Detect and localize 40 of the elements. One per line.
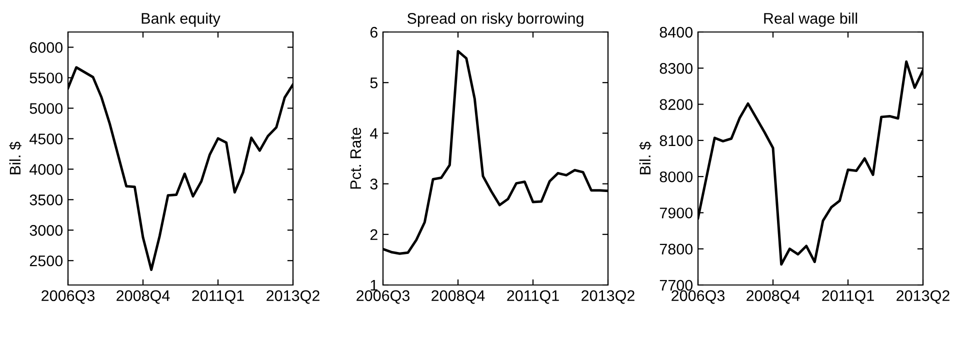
y-tick-label: 8400 — [660, 26, 693, 38]
y-tick-label: 4 — [370, 128, 378, 139]
y-tick-label: 8100 — [660, 135, 693, 146]
y-tick-label: 8300 — [660, 63, 693, 74]
y-tick-label: 6000 — [30, 42, 63, 53]
x-tick-label: 2013Q2 — [582, 290, 634, 304]
x-tick-label: 2011Q1 — [507, 290, 559, 304]
x-tick-label: 2006Q3 — [356, 290, 410, 304]
y-tick-label: 5500 — [30, 72, 63, 84]
y-tick-label: 5000 — [30, 103, 63, 114]
y-tick-label: 4000 — [30, 164, 63, 175]
x-tick-label: 2008Q4 — [432, 290, 485, 304]
y-tick-label: 3 — [370, 178, 378, 190]
y-tick-label: 7900 — [660, 208, 693, 218]
chart-title: Real wage bill — [764, 12, 858, 27]
y-tick-label: 8200 — [660, 99, 693, 110]
x-tick-label: 2013Q2 — [266, 290, 320, 304]
y-tick-label: 4500 — [30, 134, 63, 144]
y-tick-label: 2500 — [30, 255, 63, 266]
y-tick-label: 5 — [370, 78, 378, 88]
y-axis-title: Bil. $ — [639, 142, 652, 174]
y-tick-label: 8000 — [660, 171, 693, 182]
x-tick-label: 2006Q3 — [672, 290, 725, 304]
y-tick-label: 1 — [370, 280, 378, 291]
y-axis-title: Bil. $ — [9, 142, 22, 174]
x-tick-label: 2011Q1 — [822, 290, 874, 304]
x-tick-label: 2008Q4 — [746, 290, 800, 304]
y-tick-label: 6 — [370, 26, 378, 38]
y-tick-label: 2 — [370, 229, 378, 240]
x-tick-label: 2006Q3 — [42, 290, 95, 304]
y-tick-label: 7800 — [660, 244, 693, 255]
y-tick-label: 3500 — [30, 194, 63, 206]
chart-title: Bank equity — [142, 12, 220, 27]
chart-title: Spread on risky borrowing — [407, 12, 584, 27]
y-tick-label: 7700 — [660, 280, 693, 291]
x-tick-label: 2013Q2 — [896, 290, 950, 304]
y-tick-label: 3000 — [30, 225, 63, 236]
x-tick-label: 2011Q1 — [192, 290, 244, 304]
y-axis-title: Pct. Rate — [350, 128, 362, 189]
x-tick-label: 2008Q4 — [116, 290, 170, 304]
